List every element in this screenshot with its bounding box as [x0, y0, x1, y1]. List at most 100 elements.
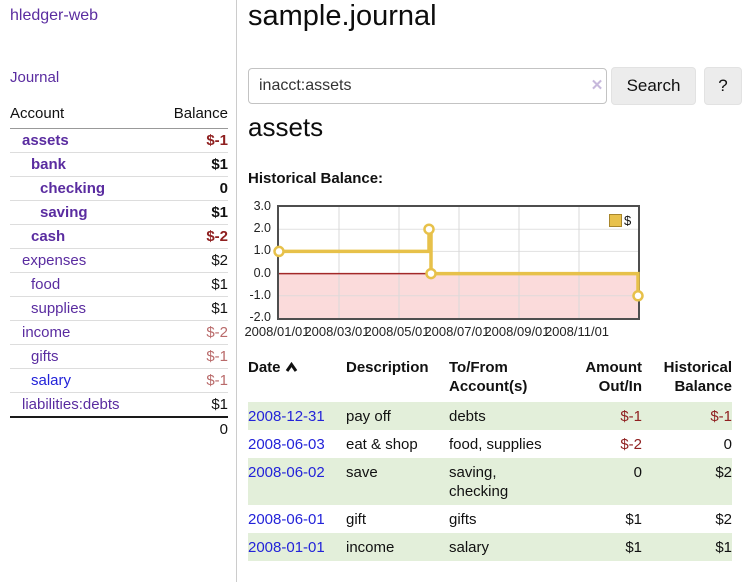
transaction-historical-balance: $-1 [710, 408, 732, 425]
account-row: assets $-1 [10, 129, 228, 153]
x-tick-label: 2008/09/01 [484, 324, 550, 339]
accounts-total-row: 0 [10, 416, 228, 441]
x-tick-label: 2008/03/01 [304, 324, 370, 339]
transaction-date-link[interactable]: 2008-01-01 [248, 539, 325, 556]
account-balance: 0 [148, 176, 228, 201]
transaction-date-link[interactable]: 2008-06-01 [248, 511, 325, 528]
transaction-row: 2008-01-01 income salary $1 $1 [248, 533, 732, 561]
register-header-date[interactable]: Date [248, 358, 346, 402]
account-balance: $1 [148, 200, 228, 225]
transaction-accounts: food, supplies [449, 436, 542, 453]
transaction-date-link[interactable]: 2008-06-03 [248, 436, 325, 453]
transaction-description: income [346, 539, 395, 556]
account-row: salary $-1 [10, 368, 228, 393]
chart-plot-area: $ [273, 205, 644, 320]
transaction-accounts: salary [449, 539, 490, 556]
account-balance: $2 [148, 248, 228, 273]
x-tick-label: 2008/07/01 [424, 324, 490, 339]
transaction-date-link[interactable]: 2008-06-02 [248, 464, 325, 481]
account-link-saving[interactable]: saving [10, 200, 148, 225]
data-point-marker [273, 245, 285, 258]
account-row: expenses $2 [10, 248, 228, 273]
account-row: supplies $1 [10, 296, 228, 321]
transaction-historical-balance: $2 [715, 464, 732, 481]
account-link-food[interactable]: food [10, 272, 148, 297]
transaction-historical-balance: 0 [723, 436, 732, 453]
x-tick-label: 2008/11/01 [544, 324, 610, 339]
transaction-description: eat & shop [346, 436, 418, 453]
transaction-amount: $1 [625, 511, 642, 528]
app-brand-link[interactable]: hledger-web [10, 7, 99, 24]
search-input[interactable] [248, 68, 607, 104]
account-link-expenses[interactable]: expenses [10, 248, 148, 273]
main-content: sample.journal ✕ Search ? assets Histori… [237, 0, 742, 582]
page-title: sample.journal [248, 0, 437, 32]
register-header-amount: Amount Out/In [585, 359, 642, 395]
account-link-assets[interactable]: assets [22, 132, 69, 149]
sidebar-item-journal[interactable]: Journal [10, 69, 60, 86]
historical-balance-chart: 3.0 2.0 1.0 0.0 -1.0 -2.0 $ 2008/01/01 2008/03… [237, 199, 742, 355]
transaction-row: 2008-06-02 save saving, checking 0 $2 [248, 458, 732, 505]
account-link-cash[interactable]: cash [10, 224, 148, 249]
transaction-amount: $-1 [620, 408, 642, 425]
transaction-row: 2008-12-31 pay off debts $-1 $-1 [248, 402, 732, 430]
register-table: Date Description To/From Account(s) Amou… [248, 358, 732, 561]
help-button[interactable]: ? [704, 67, 742, 105]
account-row: bank $1 [10, 152, 228, 177]
y-tick-label: 1.0 [253, 243, 271, 258]
y-tick-label: 3.0 [253, 199, 271, 213]
y-tick-label: -2.0 [249, 310, 271, 324]
transaction-historical-balance: $2 [715, 511, 732, 528]
transaction-row: 2008-06-03 eat & shop food, supplies $-2… [248, 430, 732, 458]
register-header-tofrom: To/From Account(s) [449, 359, 528, 395]
account-link-income[interactable]: income [10, 320, 148, 345]
register-header-row: Date Description To/From Account(s) Amou… [248, 358, 732, 402]
account-row: food $1 [10, 272, 228, 297]
transaction-amount: $-2 [620, 436, 642, 453]
account-balance: $1 [148, 392, 228, 417]
clear-search-icon[interactable]: ✕ [590, 77, 604, 94]
y-tick-label: -1.0 [249, 287, 271, 302]
account-balance: $-1 [148, 368, 228, 393]
accounts-total-value: 0 [148, 416, 228, 441]
account-link-bank[interactable]: bank [10, 152, 148, 177]
chart-legend: $ [609, 213, 631, 228]
data-point-marker [425, 267, 437, 280]
y-tick-label: 2.0 [253, 221, 271, 236]
legend-swatch-icon [609, 214, 622, 227]
x-tick-label: 2008/01/01 [244, 324, 310, 339]
account-link-checking[interactable]: checking [10, 176, 148, 201]
transaction-date-link[interactable]: 2008-12-31 [248, 408, 325, 425]
account-heading: assets [248, 112, 324, 142]
account-row: income $-2 [10, 320, 228, 345]
accounts-header-balance: Balance [148, 101, 228, 129]
accounts-header-account: Account [10, 101, 148, 129]
transaction-accounts: saving, checking [449, 464, 509, 500]
account-balance: $1 [148, 152, 228, 177]
account-link-supplies[interactable]: supplies [10, 296, 148, 321]
account-link-salary[interactable]: salary [10, 368, 148, 393]
account-row: gifts $-1 [10, 344, 228, 369]
accounts-header-row: Account Balance [10, 101, 228, 129]
transaction-amount: $1 [625, 539, 642, 556]
account-balance: $1 [148, 296, 228, 321]
account-row: saving $1 [10, 200, 228, 225]
account-balance: $1 [148, 272, 228, 297]
x-tick-label: 2008/05/01 [364, 324, 430, 339]
legend-label: $ [624, 213, 632, 228]
chart-title: Historical Balance: [248, 170, 384, 187]
account-link-gifts[interactable]: gifts [10, 344, 148, 369]
sidebar: hledger-web Journal Account Balance asse… [0, 0, 237, 582]
account-link-liabilities-debts[interactable]: liabilities:debts [10, 392, 148, 417]
sort-ascending-icon [285, 361, 297, 372]
transaction-accounts: gifts [449, 511, 477, 528]
search-button[interactable]: Search [611, 67, 696, 105]
accounts-table: Account Balance assets $-1 bank $1 check… [10, 101, 228, 441]
y-tick-label: 0.0 [253, 265, 271, 280]
transaction-description: save [346, 464, 378, 481]
register-header-description: Description [346, 359, 429, 376]
transaction-historical-balance: $1 [715, 539, 732, 556]
transaction-row: 2008-06-01 gift gifts $1 $2 [248, 505, 732, 533]
account-row: liabilities:debts $1 [10, 392, 228, 417]
data-point-marker [632, 290, 644, 302]
